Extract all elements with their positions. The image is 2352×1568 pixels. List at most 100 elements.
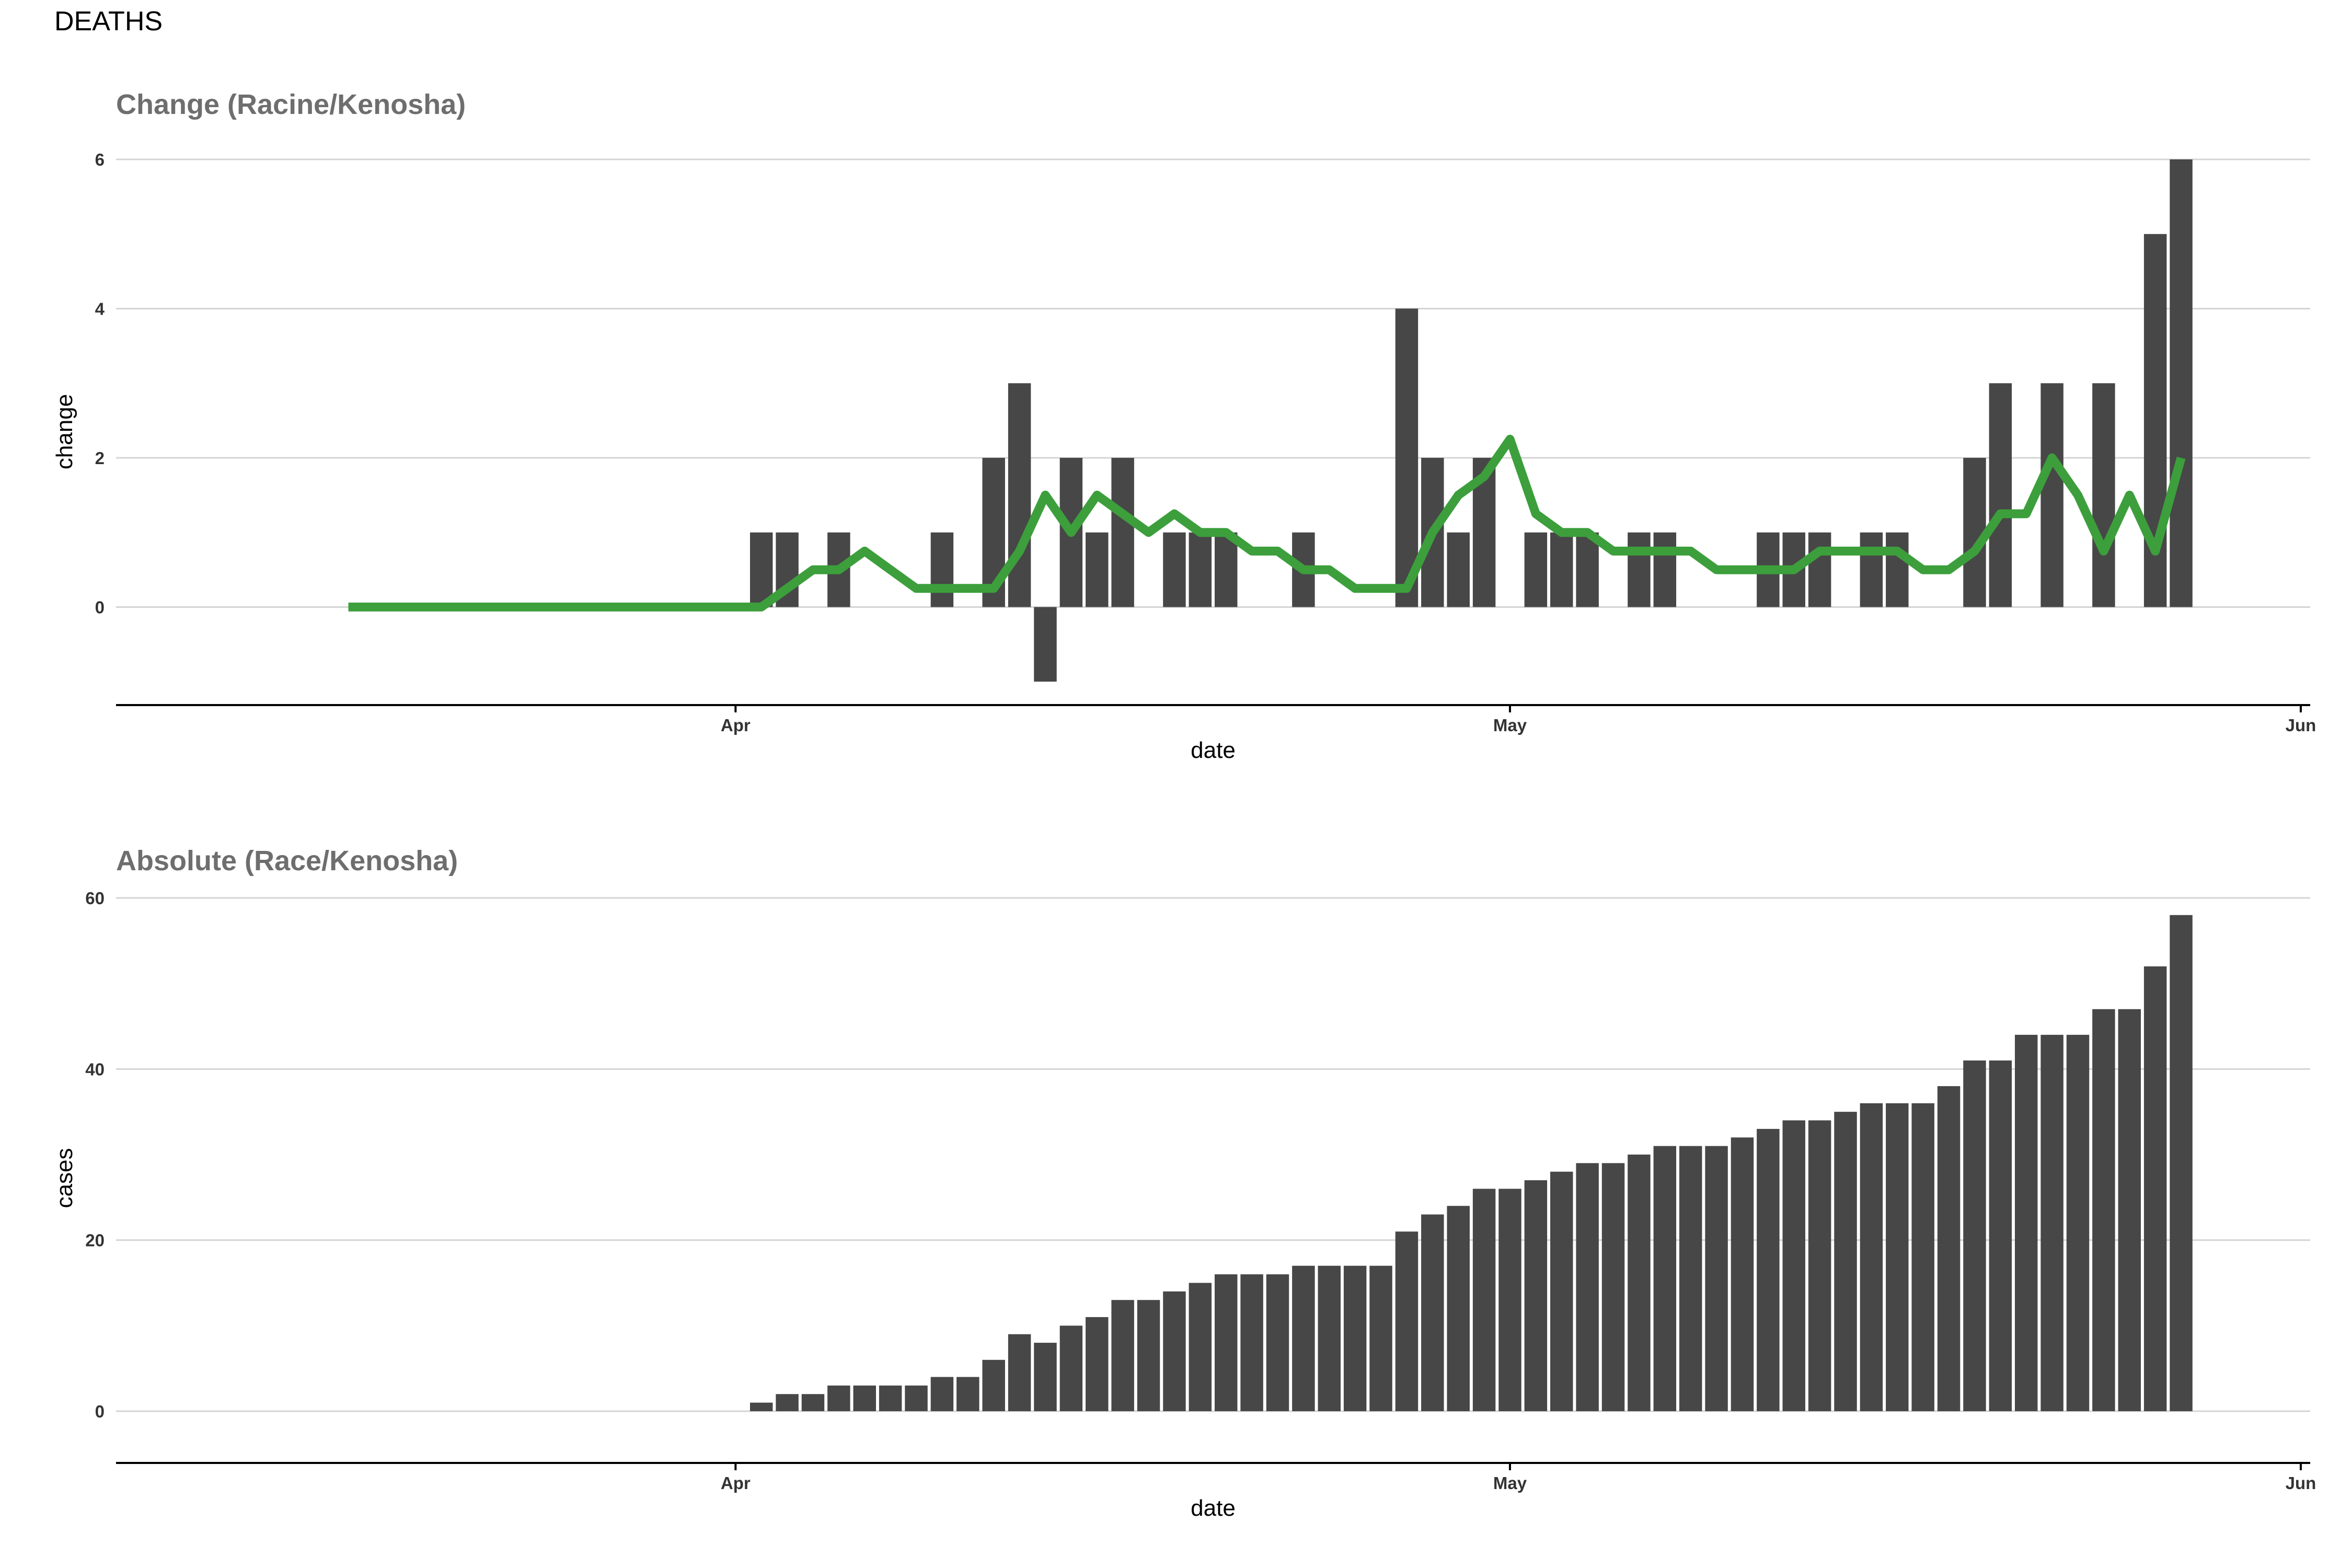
absolute-bar [956,1377,979,1411]
absolute-bar [1137,1300,1160,1411]
absolute-bar [1731,1137,1754,1411]
change-bar [1395,308,1419,607]
absolute-bar [1266,1274,1289,1411]
absolute-y-axis-label: cases [52,1148,77,1208]
change-gridlines [116,158,2310,608]
change-bar [1214,532,1238,607]
change-bar [1628,532,1651,607]
change-bar [750,532,773,607]
change-bar [1008,383,1031,607]
absolute-x-tick-label: Apr [721,1473,751,1493]
absolute-bar [1757,1128,1780,1411]
absolute-bar [1447,1206,1470,1411]
absolute-bar [1601,1163,1625,1411]
absolute-bar [1498,1189,1521,1411]
absolute-bar [1679,1146,1702,1411]
absolute-bar [1653,1146,1677,1411]
absolute-bars [750,915,2193,1411]
absolute-bar [2143,966,2167,1411]
absolute-bar [930,1377,954,1411]
absolute-bar [1705,1146,1728,1411]
change-bars [750,159,2193,682]
absolute-bar [982,1359,1005,1411]
absolute-y-ticks: 0 20 40 60 [85,889,105,1421]
absolute-bar [1059,1325,1083,1411]
change-x-axis-label: date [1191,737,1236,763]
absolute-bar [1343,1265,1367,1411]
change-x-tick-label: Jun [2286,716,2316,735]
absolute-bar [1111,1300,1134,1411]
absolute-bar [1214,1274,1238,1411]
change-bar [1447,532,1470,607]
absolute-bar [1886,1103,1909,1411]
absolute-panel: Absolute (Race/Kenosha) 0 20 40 60 Apr May Ju… [52,845,2316,1521]
absolute-bar [1550,1171,1573,1411]
absolute-bar [1808,1120,1831,1411]
change-y-axis-label: change [52,394,77,469]
change-bar [1111,457,1134,607]
absolute-bar [1472,1189,1496,1411]
absolute-bar [1163,1291,1186,1411]
absolute-panel-title: Absolute (Race/Kenosha) [116,845,458,877]
absolute-bar [1008,1334,1031,1411]
absolute-y-tick-label: 60 [85,889,105,908]
absolute-bar [1189,1283,1212,1411]
absolute-bar [1240,1274,1263,1411]
absolute-bar [1989,1060,2012,1411]
change-y-tick-label: 2 [95,448,105,468]
page-title: DEATHS [54,6,163,37]
absolute-bar [750,1402,773,1411]
change-bar [1189,532,1212,607]
absolute-bar [2014,1034,2038,1411]
change-x-tick-label: Apr [721,716,751,735]
absolute-bar [905,1385,928,1411]
absolute-bar [2118,1009,2141,1411]
absolute-bar [827,1385,850,1411]
change-bar [1163,532,1186,607]
absolute-y-tick-label: 40 [85,1059,105,1079]
absolute-x-axis-label: date [1191,1495,1236,1521]
absolute-bar [1628,1154,1651,1411]
change-bar [1550,532,1573,607]
absolute-bar [2170,915,2193,1411]
absolute-y-tick-label: 0 [95,1402,105,1421]
change-panel-title: Change (Racine/Kenosha) [116,89,466,120]
absolute-bar [1937,1086,1961,1411]
absolute-bar [776,1394,799,1411]
change-bar [1860,532,1883,607]
absolute-bar [1318,1265,1341,1411]
change-rolling-average-line [348,434,2186,612]
change-x-ticks: Apr May Jun [721,705,2316,735]
absolute-bar [1782,1120,1805,1411]
absolute-bar [1086,1317,1109,1411]
change-panel: Change (Racine/Kenosha) 0 2 4 6 Apr May Jun d… [52,89,2316,763]
change-bar [1989,383,2012,607]
absolute-bar [1524,1180,1548,1411]
absolute-bar [1034,1343,1057,1411]
change-y-tick-label: 0 [95,597,105,617]
absolute-bar [879,1385,902,1411]
change-x-tick-label: May [1493,716,1527,735]
absolute-bar [853,1385,876,1411]
change-y-tick-label: 6 [95,150,105,169]
absolute-bar [2066,1034,2090,1411]
absolute-bar [2092,1009,2115,1411]
change-bar [2092,383,2115,607]
absolute-bar [1421,1214,1444,1411]
change-bar [1653,532,1677,607]
absolute-bar [1395,1231,1419,1411]
change-bar [1034,607,1057,682]
absolute-bar [1834,1112,1857,1411]
absolute-x-tick-label: May [1493,1473,1527,1493]
change-bar [1086,532,1109,607]
absolute-x-ticks: Apr May Jun [721,1463,2316,1493]
absolute-bar [1576,1163,1599,1411]
absolute-bar [1911,1103,1934,1411]
absolute-bar [2040,1034,2063,1411]
absolute-bar [1369,1265,1392,1411]
change-y-tick-label: 4 [95,299,105,318]
change-bar [2170,159,2193,607]
change-bar [1808,532,1831,607]
absolute-bar [1860,1103,1883,1411]
